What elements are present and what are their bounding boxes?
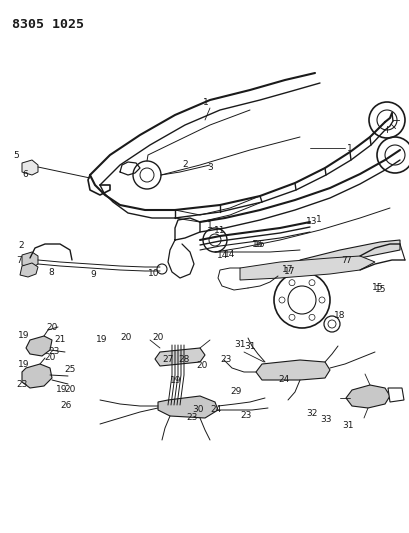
Text: 19: 19 bbox=[170, 376, 181, 385]
Text: 10: 10 bbox=[148, 269, 159, 278]
Text: 28: 28 bbox=[178, 355, 189, 364]
Text: 29: 29 bbox=[229, 387, 241, 396]
Text: 31: 31 bbox=[234, 340, 245, 349]
Text: 5: 5 bbox=[13, 151, 19, 160]
Text: 24: 24 bbox=[277, 375, 288, 384]
Text: 16: 16 bbox=[252, 240, 263, 249]
Text: 1: 1 bbox=[346, 143, 352, 152]
Text: 23: 23 bbox=[16, 380, 27, 389]
Text: 19: 19 bbox=[96, 335, 107, 344]
Text: 7: 7 bbox=[16, 256, 22, 265]
Polygon shape bbox=[26, 336, 52, 356]
Text: 21: 21 bbox=[54, 335, 65, 344]
Text: 26: 26 bbox=[60, 401, 71, 410]
Text: 18: 18 bbox=[333, 311, 345, 320]
Text: 8305 1025: 8305 1025 bbox=[12, 18, 84, 31]
Text: 19: 19 bbox=[18, 360, 29, 369]
Text: 15: 15 bbox=[374, 285, 386, 294]
Text: 1: 1 bbox=[315, 215, 321, 224]
Text: 31: 31 bbox=[341, 421, 353, 430]
Polygon shape bbox=[299, 240, 399, 270]
Text: 3: 3 bbox=[207, 163, 212, 172]
Text: 7: 7 bbox=[340, 256, 346, 265]
Polygon shape bbox=[157, 396, 218, 418]
Polygon shape bbox=[255, 360, 329, 380]
Text: 24: 24 bbox=[209, 405, 221, 414]
Polygon shape bbox=[239, 256, 374, 280]
Text: 33: 33 bbox=[319, 415, 331, 424]
Text: 30: 30 bbox=[191, 405, 203, 414]
Text: 8: 8 bbox=[48, 268, 54, 277]
Text: 19: 19 bbox=[18, 331, 29, 340]
Text: 2: 2 bbox=[182, 160, 187, 169]
Text: 17: 17 bbox=[283, 267, 295, 276]
Text: 32: 32 bbox=[305, 409, 317, 418]
Polygon shape bbox=[20, 263, 38, 277]
Text: 7: 7 bbox=[344, 256, 350, 265]
Text: 20: 20 bbox=[120, 333, 131, 342]
Text: 2: 2 bbox=[18, 241, 24, 250]
Text: 27: 27 bbox=[162, 355, 173, 364]
Text: 20: 20 bbox=[152, 333, 163, 342]
Text: 19: 19 bbox=[56, 385, 67, 394]
Text: 31: 31 bbox=[243, 342, 255, 351]
Polygon shape bbox=[387, 388, 403, 402]
Polygon shape bbox=[345, 385, 389, 408]
Text: 11: 11 bbox=[213, 226, 225, 235]
Polygon shape bbox=[22, 364, 52, 388]
Text: 23: 23 bbox=[220, 355, 231, 364]
Text: 23: 23 bbox=[48, 347, 59, 356]
Text: 14: 14 bbox=[223, 250, 235, 259]
Text: 23: 23 bbox=[239, 411, 251, 420]
Text: 20: 20 bbox=[64, 385, 75, 394]
Text: 6: 6 bbox=[22, 170, 28, 179]
Polygon shape bbox=[155, 348, 204, 366]
Text: 1: 1 bbox=[207, 221, 212, 230]
Text: 17: 17 bbox=[281, 265, 293, 274]
Text: 23: 23 bbox=[186, 413, 197, 422]
Text: 20: 20 bbox=[46, 323, 57, 332]
Text: 16: 16 bbox=[254, 240, 265, 249]
Polygon shape bbox=[22, 252, 38, 268]
Text: 14: 14 bbox=[216, 251, 228, 260]
Text: 20: 20 bbox=[196, 361, 207, 370]
Text: 25: 25 bbox=[64, 365, 75, 374]
Text: 1: 1 bbox=[202, 98, 208, 107]
Polygon shape bbox=[22, 160, 38, 175]
Text: 15: 15 bbox=[371, 283, 382, 292]
Text: 13: 13 bbox=[305, 217, 317, 226]
Text: 9: 9 bbox=[90, 270, 96, 279]
Text: 20: 20 bbox=[44, 353, 55, 362]
